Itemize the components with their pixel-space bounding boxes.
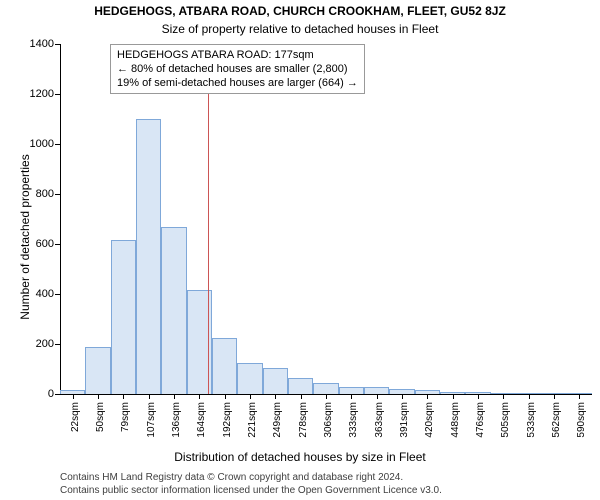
xtick-mark [301, 394, 302, 399]
annotation-box: HEDGEHOGS ATBARA ROAD: 177sqm ← 80% of d… [110, 44, 365, 94]
footer-text: Contains HM Land Registry data © Crown c… [60, 471, 442, 497]
xtick-label: 192sqm [222, 402, 233, 438]
xtick-mark [326, 394, 327, 399]
xtick-mark [427, 394, 428, 399]
bar [237, 363, 262, 394]
chart-title: HEDGEHOGS, ATBARA ROAD, CHURCH CROOKHAM,… [0, 4, 600, 18]
xtick-mark [453, 394, 454, 399]
xtick-label: 22sqm [70, 402, 81, 432]
xtick-label: 533sqm [526, 402, 537, 438]
ytick-mark [55, 294, 60, 295]
ytick-label: 1000 [20, 138, 54, 150]
bar [85, 347, 110, 395]
xtick-label: 476sqm [475, 402, 486, 438]
xtick-label: 306sqm [323, 402, 334, 438]
y-axis-line [60, 44, 61, 394]
annotation-line3: 19% of semi-detached houses are larger (… [117, 76, 358, 90]
ytick-mark [55, 344, 60, 345]
plot-area: 020040060080010001200140022sqm50sqm79sqm… [60, 44, 592, 394]
ytick-mark [55, 194, 60, 195]
xtick-label: 249sqm [272, 402, 283, 438]
annotation-line1: HEDGEHOGS ATBARA ROAD: 177sqm [117, 48, 358, 62]
xtick-label: 505sqm [500, 402, 511, 438]
xtick-label: 562sqm [551, 402, 562, 438]
xtick-label: 107sqm [146, 402, 157, 438]
xtick-label: 221sqm [247, 402, 258, 438]
xtick-label: 333sqm [348, 402, 359, 438]
ytick-label: 800 [20, 188, 54, 200]
ytick-mark [55, 94, 60, 95]
bar [136, 119, 161, 394]
xtick-label: 136sqm [171, 402, 182, 438]
xtick-mark [579, 394, 580, 399]
xtick-mark [250, 394, 251, 399]
xtick-label: 50sqm [95, 402, 106, 432]
xtick-label: 448sqm [450, 402, 461, 438]
xtick-mark [174, 394, 175, 399]
bar [288, 378, 313, 394]
xtick-mark [351, 394, 352, 399]
bar [364, 387, 389, 395]
xtick-mark [98, 394, 99, 399]
y-axis-label: Number of detached properties [18, 137, 32, 337]
bar [161, 227, 186, 395]
xtick-mark [402, 394, 403, 399]
ytick-label: 1200 [20, 88, 54, 100]
xtick-label: 420sqm [424, 402, 435, 438]
bar [339, 387, 364, 395]
xtick-mark [225, 394, 226, 399]
xtick-label: 278sqm [298, 402, 309, 438]
footer-line1: Contains HM Land Registry data © Crown c… [60, 471, 442, 484]
ytick-label: 0 [20, 388, 54, 400]
ytick-label: 400 [20, 288, 54, 300]
xtick-label: 164sqm [196, 402, 207, 438]
xtick-mark [554, 394, 555, 399]
chart-container: HEDGEHOGS, ATBARA ROAD, CHURCH CROOKHAM,… [0, 0, 600, 500]
xtick-mark [478, 394, 479, 399]
ytick-mark [55, 244, 60, 245]
xtick-mark [529, 394, 530, 399]
bar [263, 368, 288, 394]
xtick-mark [503, 394, 504, 399]
xtick-mark [149, 394, 150, 399]
xtick-mark [377, 394, 378, 399]
annotation-line2: ← 80% of detached houses are smaller (2,… [117, 62, 358, 76]
chart-subtitle: Size of property relative to detached ho… [0, 22, 600, 36]
xtick-mark [123, 394, 124, 399]
xtick-label: 590sqm [576, 402, 587, 438]
ytick-mark [55, 144, 60, 145]
xtick-label: 391sqm [399, 402, 410, 438]
bar [313, 383, 338, 394]
xtick-label: 363sqm [374, 402, 385, 438]
reference-line [208, 44, 209, 394]
ytick-label: 600 [20, 238, 54, 250]
bar [212, 338, 237, 394]
xtick-mark [199, 394, 200, 399]
ytick-mark [55, 44, 60, 45]
ytick-label: 1400 [20, 38, 54, 50]
xtick-mark [275, 394, 276, 399]
footer-line2: Contains public sector information licen… [60, 484, 442, 497]
xtick-label: 79sqm [120, 402, 131, 432]
x-axis-label: Distribution of detached houses by size … [0, 450, 600, 464]
ytick-mark [55, 394, 60, 395]
bar [111, 240, 136, 394]
xtick-mark [73, 394, 74, 399]
ytick-label: 200 [20, 338, 54, 350]
